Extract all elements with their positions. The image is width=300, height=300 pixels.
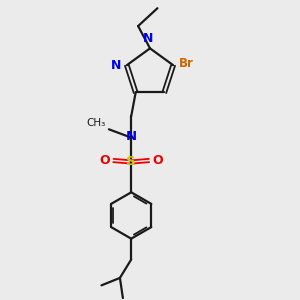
Text: CH₃: CH₃ [87,118,106,128]
Text: Br: Br [178,57,194,70]
Text: O: O [153,154,163,167]
Text: S: S [126,155,136,169]
Text: N: N [143,32,154,45]
Text: N: N [111,59,122,72]
Text: O: O [99,154,110,167]
Text: N: N [126,130,137,142]
